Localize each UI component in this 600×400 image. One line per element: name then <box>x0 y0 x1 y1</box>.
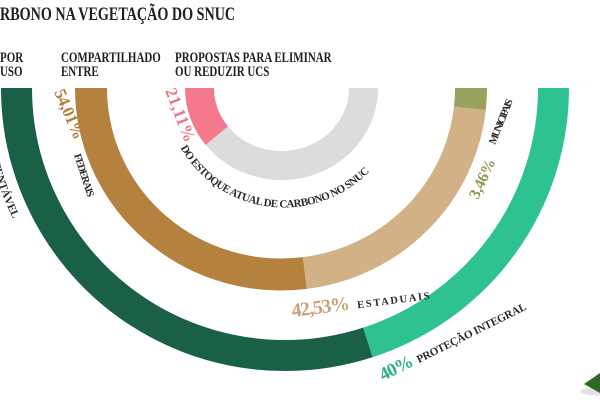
svg-text:MUNICIPAIS: MUNICIPAIS <box>488 98 516 147</box>
